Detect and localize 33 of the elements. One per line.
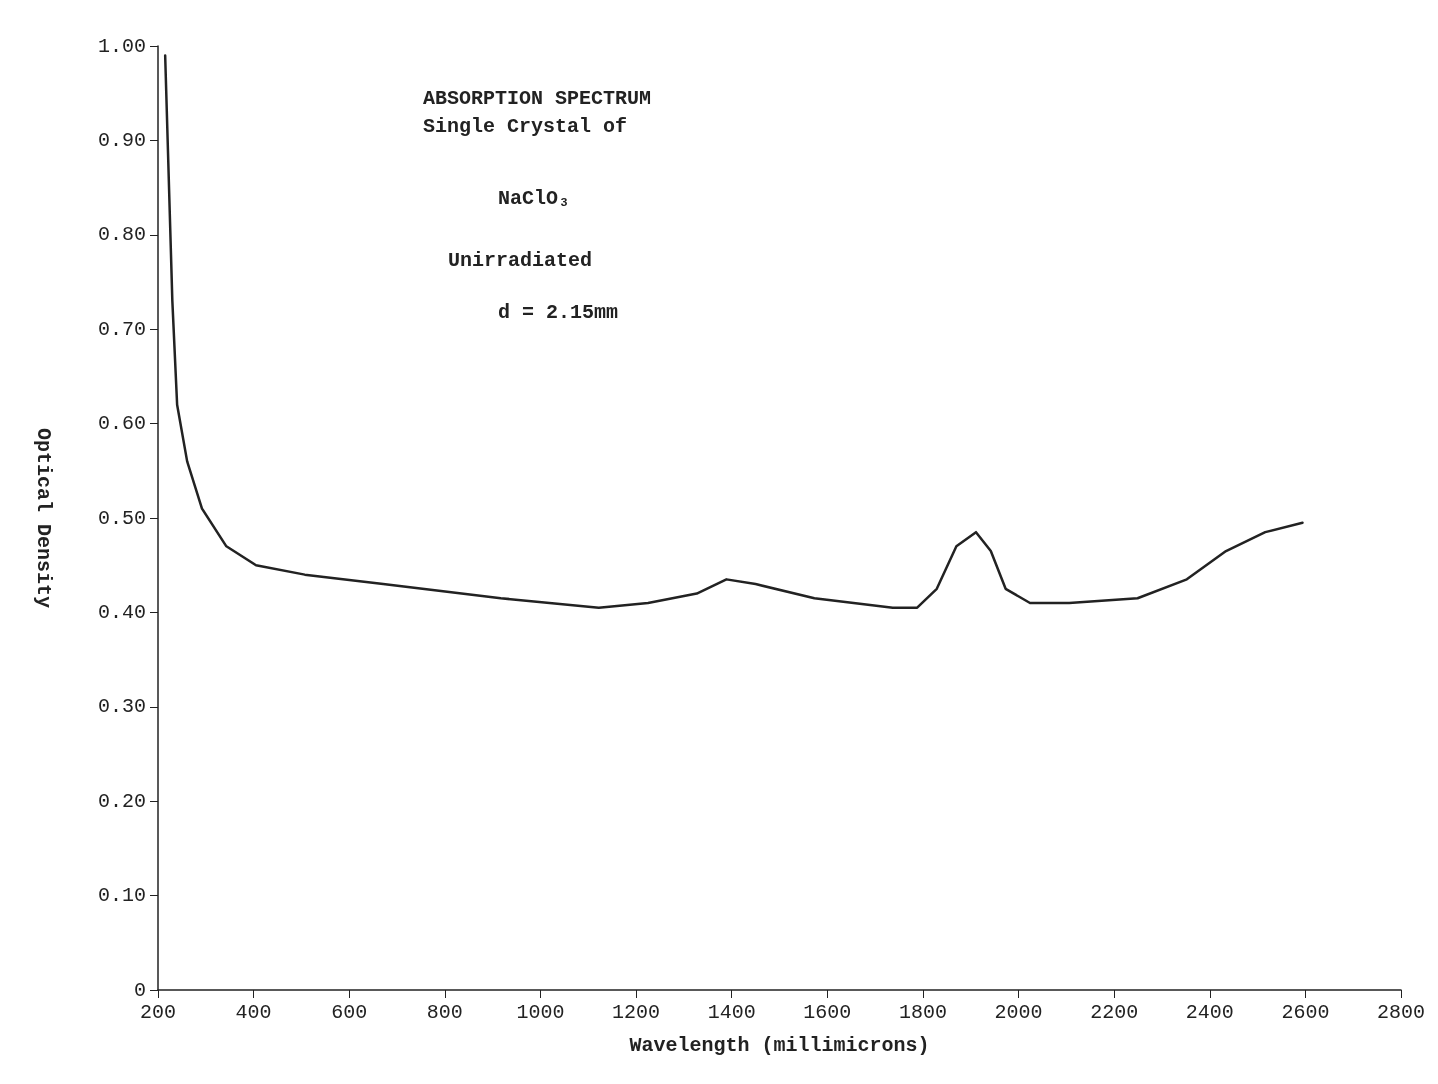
y-tick-label: 0 — [133, 978, 146, 1002]
x-tick-label: 600 — [331, 1000, 368, 1024]
x-tick-label: 800 — [426, 1000, 463, 1024]
y-tick-label: 0.40 — [97, 600, 146, 624]
y-tick-label: 0.10 — [97, 884, 146, 908]
x-tick-label: 2800 — [1376, 1000, 1425, 1024]
x-tick-label: 1800 — [898, 1000, 947, 1024]
annotation: d = 2.15mm — [498, 300, 619, 324]
y-tick-label: 0.50 — [97, 506, 146, 530]
y-tick-label: 0.70 — [97, 317, 146, 341]
x-tick-label: 1200 — [612, 1000, 661, 1024]
y-tick-label: 0.20 — [97, 789, 146, 813]
x-axis-title: Wavelength (millimicrons) — [629, 1033, 930, 1057]
y-axis-title: Optical Density — [31, 427, 55, 609]
line-series — [163, 54, 1304, 609]
annotation: NaClO₃ — [498, 186, 571, 210]
text: ABSORPTION SPECTRUM — [423, 86, 652, 110]
x-tick-label: 2000 — [994, 1000, 1043, 1024]
y-tick-label: 1.00 — [97, 34, 146, 58]
text: Single Crystal of — [423, 114, 628, 138]
y-tick-label: 0.90 — [97, 128, 146, 152]
y-tick-label: 0.30 — [97, 695, 146, 719]
y-tick-label: 0.80 — [97, 223, 146, 247]
x-tick-label: 400 — [235, 1000, 272, 1024]
x-tick-label: 2200 — [1090, 1000, 1139, 1024]
x-tick-label: 1600 — [803, 1000, 852, 1024]
x-tick-label: 2400 — [1185, 1000, 1234, 1024]
x-tick-label: 200 — [139, 1000, 177, 1024]
x-tick-label: 2600 — [1281, 1000, 1330, 1024]
y-tick-label: 0.60 — [97, 412, 146, 436]
annotation: Unirradiated — [448, 248, 593, 272]
x-tick-label: 1400 — [707, 1000, 756, 1024]
x-tick-label: 1000 — [516, 1000, 565, 1024]
